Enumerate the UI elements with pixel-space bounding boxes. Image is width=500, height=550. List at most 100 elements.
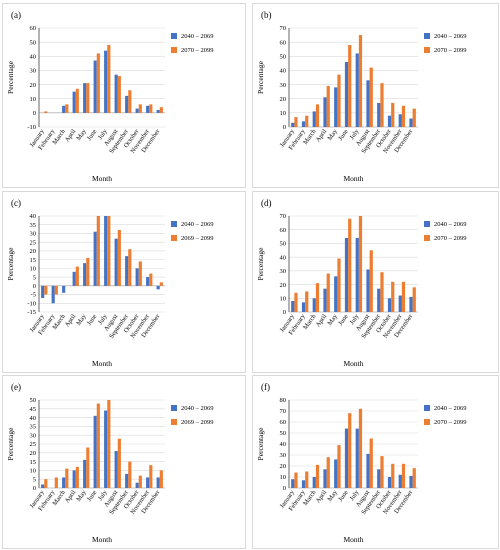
bar-series1-september — [377, 469, 381, 488]
bar-series1-february — [301, 121, 306, 127]
y-tick-label: 60 — [280, 227, 287, 234]
legend-swatch-series2 — [171, 47, 177, 53]
x-axis-title: Month — [343, 359, 363, 368]
y-tick-label: 50 — [280, 430, 287, 437]
y-tick-label: 50 — [280, 241, 287, 248]
bar-series1-february — [301, 302, 306, 312]
bar-series1-october — [387, 477, 392, 488]
y-tick-label: 35 — [30, 222, 37, 229]
bar-series1-september — [377, 102, 381, 127]
y-tick-label: 60 — [30, 25, 37, 32]
x-axis-title: Month — [92, 174, 112, 183]
bar-series1-april — [72, 271, 76, 286]
x-tick-label: May — [75, 489, 88, 503]
legend-swatch-series1 — [171, 405, 177, 411]
y-tick-label: 10 — [30, 468, 37, 475]
bar-series1-june — [344, 61, 349, 127]
bar-series2-march — [315, 104, 320, 127]
bar-series1-november — [146, 277, 150, 286]
y-tick-label: 45 — [30, 406, 37, 413]
y-tick-label: 15 — [30, 459, 37, 466]
legend-swatch-series2 — [424, 47, 430, 53]
bar-series1-november — [146, 477, 150, 488]
y-tick-label: 25 — [30, 239, 37, 246]
y-axis-title: Percentage — [6, 427, 15, 461]
chart-svg: (c)-15-10-50510152025303540JanuaryFebrua… — [6, 198, 214, 368]
panel-label: (c) — [11, 198, 21, 208]
chart-panel-a: (a) -10 0 10 20 30 40 50 60 January February March A… — [2, 3, 246, 188]
y-tick-label: 40 — [30, 53, 37, 60]
y-tick-label: 20 — [280, 463, 287, 470]
y-tick-label: 60 — [280, 419, 287, 426]
y-axis-title: Percentage — [6, 60, 15, 94]
y-axis-title: Percentage — [256, 247, 265, 281]
x-tick-label: May — [75, 128, 88, 142]
y-axis-title: Percentage — [256, 427, 265, 461]
bar-series1-august — [366, 80, 370, 127]
bar-series2-october — [138, 475, 142, 488]
bar-series1-february — [51, 285, 55, 304]
bar-series1-december — [409, 118, 413, 127]
bar-series1-october — [135, 268, 139, 286]
bar-series1-august — [114, 451, 118, 488]
bar-series2-november — [149, 104, 153, 113]
legend-swatch-series1 — [171, 221, 177, 227]
legend-swatch-series1 — [171, 33, 177, 39]
bar-series1-october — [135, 108, 139, 113]
bar-series2-july — [358, 35, 363, 127]
bar-series1-september — [377, 288, 381, 312]
y-tick-label: 15 — [30, 257, 37, 264]
bar-series1-july — [104, 50, 108, 113]
bar-series1-march — [62, 477, 66, 488]
x-tick-label: June — [337, 489, 350, 503]
bar-series1-may — [83, 263, 87, 286]
y-tick-label: 80 — [280, 397, 287, 404]
bar-series2-january — [44, 285, 48, 295]
bar-series2-november — [149, 273, 153, 286]
bar-series2-may — [86, 257, 90, 286]
bar-series2-december — [159, 107, 163, 113]
bar-series2-december — [412, 468, 416, 488]
panel-label: (d) — [261, 198, 272, 208]
legend-swatch-series2 — [171, 419, 177, 425]
y-tick-label: 30 — [280, 82, 287, 89]
bar-series2-october — [391, 281, 395, 312]
bar-series2-february — [305, 115, 309, 127]
bar-series1-december — [156, 110, 160, 113]
bar-series2-january — [294, 472, 298, 488]
y-tick-label: 5 — [33, 476, 36, 483]
x-tick-label: June — [337, 128, 350, 142]
bar-series1-january — [41, 285, 45, 299]
legend-label: 2069 – 2099 — [181, 419, 214, 426]
panel-label: (a) — [11, 10, 21, 20]
bar-series2-may — [337, 445, 341, 488]
y-tick-label: 0 — [33, 485, 36, 492]
y-tick-label: 25 — [30, 441, 37, 448]
legend-swatch-series1 — [424, 221, 430, 227]
bar-series2-august — [117, 438, 121, 488]
bar-series2-february — [54, 285, 58, 295]
bar-series1-april — [323, 469, 327, 488]
x-tick-label: April — [64, 489, 78, 504]
bar-series2-july — [358, 216, 363, 312]
x-tick-label: June — [86, 128, 99, 142]
bar-series1-october — [135, 482, 139, 488]
bar-series2-november — [149, 465, 153, 488]
bar-series2-may — [86, 447, 90, 488]
y-tick-label: 10 — [280, 110, 287, 117]
bar-series2-august — [369, 250, 373, 312]
bar-series1-january — [291, 301, 295, 312]
chart-panel-c: (c) -15 -10 -5 0 5 10 15 20 25 30 35 40 January Februa… — [2, 191, 246, 373]
bar-series1-december — [409, 296, 413, 312]
y-tick-label: 10 — [280, 474, 287, 481]
bar-series2-december — [159, 282, 163, 286]
bar-series1-march — [62, 105, 66, 113]
bar-series2-january — [44, 479, 48, 488]
legend-label: 2040 – 2069 — [181, 405, 214, 412]
bar-series2-january — [294, 292, 298, 312]
y-tick-label: 40 — [280, 68, 287, 75]
y-tick-label: 20 — [280, 96, 287, 103]
bar-series2-may — [337, 258, 341, 312]
bar-series1-may — [83, 83, 87, 113]
bar-series2-june — [348, 413, 352, 488]
